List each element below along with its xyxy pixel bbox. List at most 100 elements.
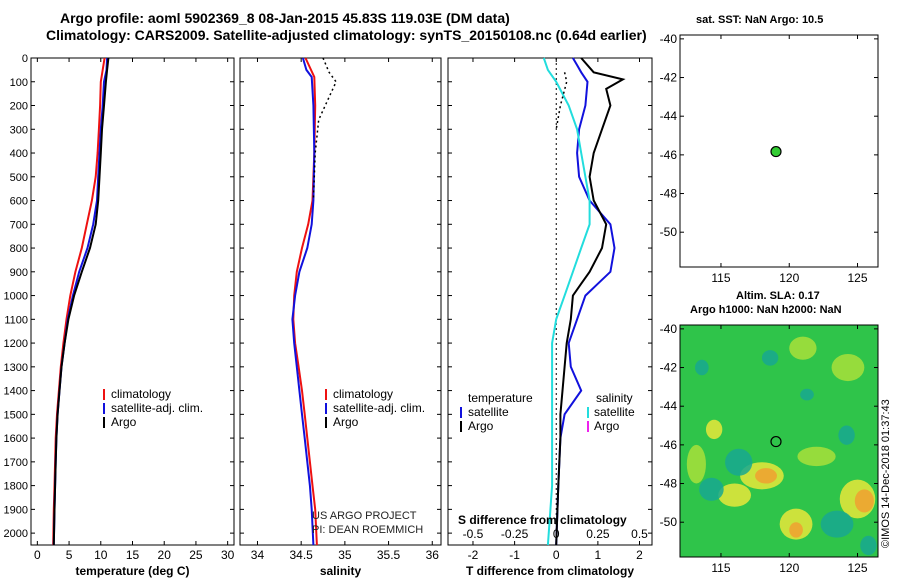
depth-tick-label: 200 [10,101,28,113]
difference-xtick-label: 0 [553,548,560,562]
temperature-xtick-label: 10 [94,548,108,562]
salinity-frame [239,57,442,546]
salinity-xtick-label: 35.5 [377,548,401,562]
series-difference-t-satellite [555,57,616,546]
map-xtick-label: 125 [848,561,868,575]
legend-label-s: Argo [594,419,620,433]
plot-title-line2: Climatology: CARS2009. Satellite-adjuste… [46,27,647,43]
sla-blob [860,535,877,556]
s-tick-label: 0.5 [631,527,648,541]
legend-label-t: satellite [468,405,509,419]
sla-blob [838,425,855,445]
legend-title-salinity: salinity [596,391,633,405]
panel-salinity: 34 34.5 35 35.5 36 salinity [239,57,442,578]
series-salinity-satellite-adj-clim- [291,57,316,546]
map-sla_map: 115 120 125 -40 -42 -44 -46 -48 -50 [660,322,879,575]
sla-map-title-line1: Altim. SLA: 0.17 [736,290,820,302]
sla-blob [789,336,817,360]
series-salinity-argo [312,57,337,201]
temperature-xtick-label: 0 [34,548,41,562]
depth-tick-label: 1700 [4,457,28,469]
temperature-frame [30,57,235,546]
temperature-xtick-label: 25 [189,548,203,562]
map-ytick-label: -50 [660,225,678,239]
map-frame [679,324,879,558]
argo-location-marker [770,435,782,448]
difference-xtick-label: 2 [636,548,643,562]
sla-blob [725,448,753,476]
s-tick-label: -0.25 [501,527,529,541]
map-xtick-label: 125 [848,271,868,285]
argo-location-marker [770,145,782,158]
map-ytick-label: -44 [660,109,678,123]
credit-line1: US ARGO PROJECT [312,510,417,522]
depth-tick-label: 900 [10,267,28,279]
map-ytick-label: -50 [660,515,678,529]
series-difference-s-argo [555,72,568,130]
sla-blob [797,446,836,467]
legend-label-salinity: satellite-adj. clim. [333,401,425,415]
legend-label-temperature: Argo [111,415,137,429]
legend-label-s: satellite [594,405,635,419]
difference-xtick-label: -1 [509,548,520,562]
depth-tick-label: 1300 [4,362,28,374]
salinity-xtick-label: 36 [426,548,440,562]
sla-map-title-line2: Argo h1000: NaN h2000: NaN [690,304,842,316]
plot-title-line1: Argo profile: aoml 5902369_8 08-Jan-2015… [60,10,510,26]
depth-tick-label: 800 [10,243,28,255]
panel-difference: -2 -1 0 1 2T difference from climatology [447,57,653,578]
temperature-xtick-label: 30 [221,548,235,562]
depth-tick-label: 0 [22,53,28,65]
difference-xlabel: T difference from climatology [466,564,634,578]
map-ytick-label: -42 [660,71,678,85]
temperature-xlabel: temperature (deg C) [75,564,189,578]
map-xtick-label: 120 [779,561,799,575]
legend-label-temperature: climatology [111,387,171,401]
sla-blob [831,354,865,382]
map-ytick-label: -42 [660,361,678,375]
depth-tick-label: 500 [10,172,28,184]
map-ytick-label: -44 [660,399,678,413]
depth-tick-label: 300 [10,124,28,136]
temperature-xtick-label: 5 [66,548,73,562]
series-difference-t-argo [555,57,626,546]
sla-blob [718,483,752,507]
depth-tick-label: 1900 [4,504,28,516]
legend-label-t: Argo [468,419,494,433]
map-ytick-label: -40 [660,322,678,336]
sla-blob [800,388,814,401]
series-difference-s-satellite [542,57,591,546]
depth-tick-label: 1800 [4,481,28,493]
depth-tick-label: 1000 [4,291,28,303]
s-tick-label: -0.5 [463,527,484,541]
map-frame [679,34,879,268]
sst-map-title: sat. SST: NaN Argo: 10.5 [696,14,824,26]
salinity-xtick-label: 34 [251,548,265,562]
depth-tick-label: 700 [10,219,28,231]
depth-tick-label: 1500 [4,409,28,421]
map-sst_map: 115 120 125 -40 -42 -44 -46 -48 -50 [660,32,879,285]
salinity-xlabel: salinity [320,564,362,578]
depth-tick-label: 1200 [4,338,28,350]
map-ytick-label: -46 [660,148,678,162]
depth-tick-label: 400 [10,148,28,160]
legend-label-temperature: satellite-adj. clim. [111,401,203,415]
sla-blob [789,522,803,538]
temperature-xtick-label: 20 [158,548,172,562]
difference-xtick-label: -2 [468,548,479,562]
map-xtick-label: 120 [779,271,799,285]
map-xtick-label: 115 [711,271,730,285]
sla-blob [686,444,706,484]
sla-blob [755,468,777,484]
legend-title-temperature: temperature [468,391,533,405]
sla-blob [854,489,874,513]
depth-tick-label: 1400 [4,386,28,398]
sla-blob [695,359,709,376]
depth-tick-label: 600 [10,196,28,208]
s-tick-label: 0.25 [586,527,610,541]
sla-blob [761,350,779,366]
sla-blob [820,510,854,538]
credit-line2: PI: DEAN ROEMMICH [312,524,423,536]
panel-temperature: 0100200300400500600700800900100011001200… [4,53,235,578]
